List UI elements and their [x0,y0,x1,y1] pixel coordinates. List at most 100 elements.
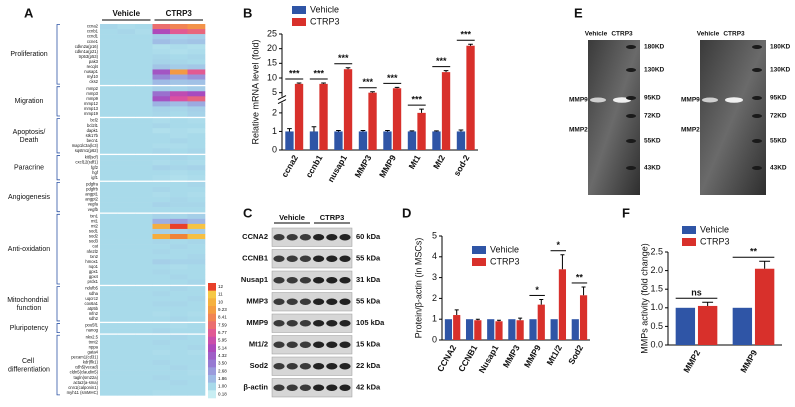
heatmap-cell [117,213,136,220]
blot-band [299,255,311,262]
y-tick-label: 1 [432,314,437,324]
heatmap-cell [135,370,153,376]
heatmap-cell [152,254,171,260]
bar [343,69,353,150]
panel-label: F [622,205,630,220]
heatmap-cell [135,207,153,213]
y-tick-label: 10 [267,72,277,82]
color-scale-step [208,321,216,330]
heatmap-cell [100,223,118,230]
heatmap-cell [187,316,206,322]
heatmap-cell [135,170,153,176]
heatmap-cell [100,160,118,166]
heatmap-cell [187,385,206,391]
heatmap-cell [152,360,171,366]
bar [516,320,524,340]
marker-label: 72KD [770,113,787,120]
heatmap-cell [100,24,118,30]
bar [441,72,451,150]
heatmap-cell [152,49,171,55]
heatmap-cell [117,138,136,144]
heatmap-cell [117,59,136,65]
y-tick-label: 0.0 [650,339,663,349]
heatmap-cell [187,74,206,80]
heatmap-cell [187,123,206,129]
heatmap-cell [187,133,206,139]
heatmap-cell [170,380,188,386]
heatmap-cell [170,385,188,391]
legend-label: CTRP3 [310,16,340,26]
heatmap-cell [187,390,206,396]
heatmap-cell [170,123,188,129]
heatmap-cell [187,228,206,235]
heatmap-cell [152,165,171,171]
heatmap-cell [117,34,136,40]
marker-label: 95KD [644,95,661,102]
bar [697,305,718,345]
blot-band [286,277,298,284]
significance-label: ** [750,247,758,257]
heatmap-cell [135,106,153,112]
heatmap-cell [152,118,171,124]
heatmap-cell [117,111,136,117]
heatmap-cell [135,249,153,255]
blot-band [299,298,311,305]
bar [453,315,461,340]
blot-band [313,298,325,305]
heatmap-cell [117,334,136,341]
blot-band [326,234,338,241]
heatmap-cell [100,91,118,97]
significance-label: * [535,285,539,295]
ladder-band [752,166,762,170]
heatmap-cell [135,218,153,225]
heatmap-cell [152,365,171,371]
gel-header: CTRP3 [611,31,633,38]
heatmap-cell [135,86,153,92]
heatmap-cell [187,380,206,386]
heatmap-cell [135,316,153,322]
gene-label: pdgfra [86,182,99,187]
bar [285,131,294,150]
gene-label: tnnt2 [89,339,99,344]
heatmap-cell [152,274,171,280]
group-bracket [56,155,60,181]
blot-strip [271,335,353,355]
legend-swatch [682,238,696,246]
heatmap-cell [135,286,153,292]
heatmap-cell [100,390,118,396]
heatmap-cell [100,269,118,275]
heatmap-cell [152,39,171,45]
band-label: MMP2 [681,127,700,134]
heatmap-cell [100,143,118,149]
marker-label: 180KD [770,44,791,51]
heatmap-cell [187,306,206,312]
heatmap-cell [170,186,188,193]
x-tick-label: Mt1 [406,153,422,171]
gene-label: mmp13 [84,106,99,111]
heatmap-cell [170,128,188,134]
gene-label: tagln(sm22a) [74,375,99,380]
heatmap-cell [100,138,118,144]
heatmap-cell [170,39,188,45]
heatmap-cell [117,370,136,376]
heatmap-cell [100,328,118,334]
heatmap-cell [187,279,206,285]
gene-label: cdh5(vecad) [75,365,99,370]
heatmap-cell [100,54,118,60]
heatmap-cell [170,29,188,35]
heatmap-cell [170,269,188,275]
heatmap-cell [135,186,153,193]
bar [550,319,558,340]
heatmap-cell [152,96,171,102]
blot-band [299,234,311,241]
error-bar [321,82,326,84]
gene-label: cdkn1a(p21) [75,49,99,54]
heatmap-cell [100,306,118,312]
blot-strip [271,378,353,398]
heatmap-cell [117,228,136,235]
blot-band [273,320,285,327]
heatmap-cell [100,349,118,356]
heatmap-cell [170,239,188,245]
gene-label: kitl(scf) [85,155,99,160]
heatmap-cell [117,207,136,213]
